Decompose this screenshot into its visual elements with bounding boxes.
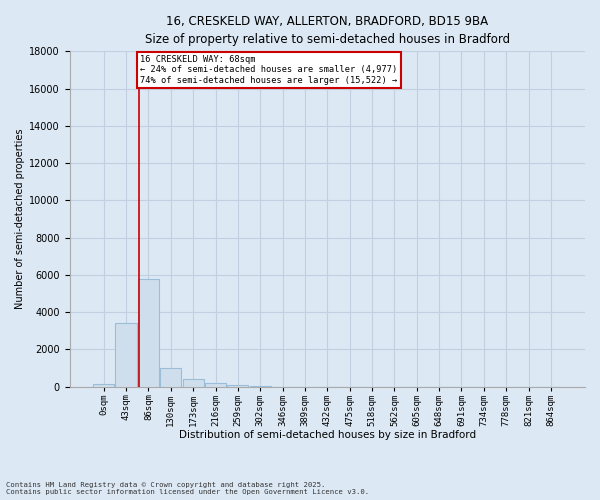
Bar: [138, 278, 159, 386]
Bar: [115, 324, 137, 386]
Text: Contains HM Land Registry data © Crown copyright and database right 2025.
Contai: Contains HM Land Registry data © Crown c…: [6, 482, 369, 495]
Bar: [160, 368, 181, 386]
Bar: [182, 379, 204, 386]
Bar: [205, 384, 226, 386]
X-axis label: Distribution of semi-detached houses by size in Bradford: Distribution of semi-detached houses by …: [179, 430, 476, 440]
Bar: [93, 384, 115, 386]
Text: 16 CRESKELD WAY: 68sqm
← 24% of semi-detached houses are smaller (4,977)
74% of : 16 CRESKELD WAY: 68sqm ← 24% of semi-det…: [140, 55, 397, 85]
Y-axis label: Number of semi-detached properties: Number of semi-detached properties: [15, 128, 25, 309]
Title: 16, CRESKELD WAY, ALLERTON, BRADFORD, BD15 9BA
Size of property relative to semi: 16, CRESKELD WAY, ALLERTON, BRADFORD, BD…: [145, 15, 510, 46]
